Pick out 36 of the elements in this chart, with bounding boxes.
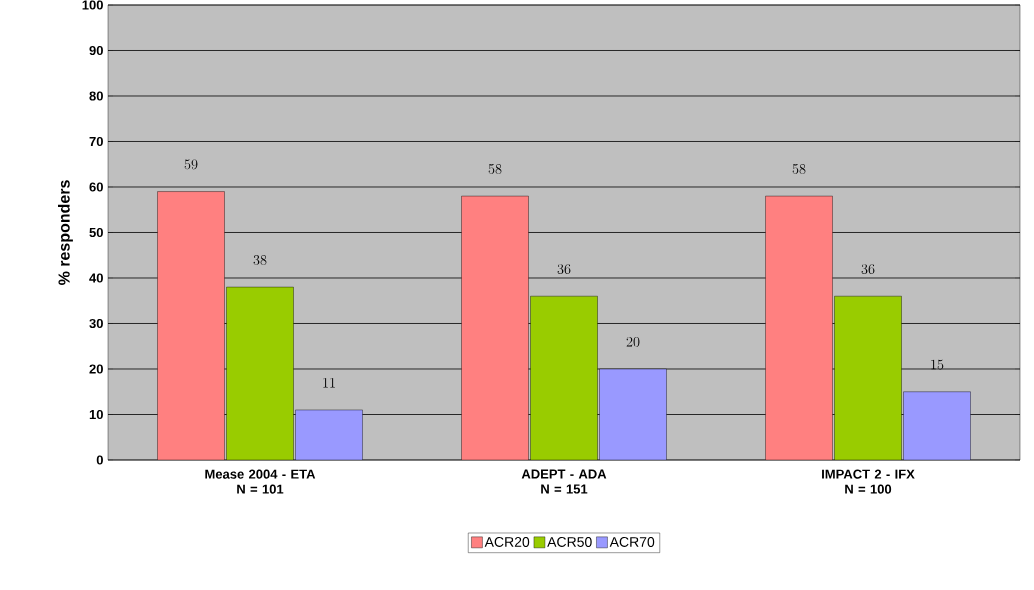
bar (599, 368, 667, 460)
data-label: 36 (557, 264, 571, 274)
bar (530, 296, 598, 460)
data-label: 11 (323, 377, 335, 388)
x-tick-label: IMPACT 2 - IFX N = 100 (822, 469, 915, 494)
y-tick-label: 40 (89, 273, 103, 283)
bar (834, 296, 902, 460)
bar (903, 391, 971, 460)
y-tick-label: 70 (89, 136, 103, 147)
y-tick-label: 60 (89, 182, 103, 192)
data-label: 59 (184, 159, 198, 170)
bar (157, 191, 225, 460)
y-tick-label: 10 (89, 409, 103, 420)
x-tick-label: Mease 2004 - ETA N = 101 (205, 469, 316, 494)
y-tick-label: 0 (96, 455, 103, 465)
bar (461, 195, 529, 460)
y-tick-label: 30 (89, 318, 103, 329)
bar (226, 286, 294, 460)
data-label: 20 (626, 336, 640, 347)
data-label: 15 (931, 359, 944, 370)
data-label: 36 (861, 264, 875, 274)
x-tick-label: ADEPT - ADA N = 151 (521, 469, 607, 494)
data-label: 38 (253, 255, 267, 265)
data-label: 58 (488, 164, 502, 174)
legend-label: ACR70 (609, 536, 655, 547)
y-tick-label: 20 (89, 364, 103, 374)
bar (295, 409, 363, 460)
y-axis-title: % responders (58, 180, 73, 285)
y-tick-label: 100 (82, 0, 103, 10)
bar (765, 195, 833, 460)
legend-label: ACR20 (484, 536, 530, 547)
data-label: 58 (792, 164, 806, 174)
y-tick-label: 50 (89, 227, 103, 238)
legend-label: ACR50 (547, 536, 592, 547)
y-tick-label: 90 (89, 45, 103, 56)
y-tick-label: 80 (89, 91, 103, 101)
